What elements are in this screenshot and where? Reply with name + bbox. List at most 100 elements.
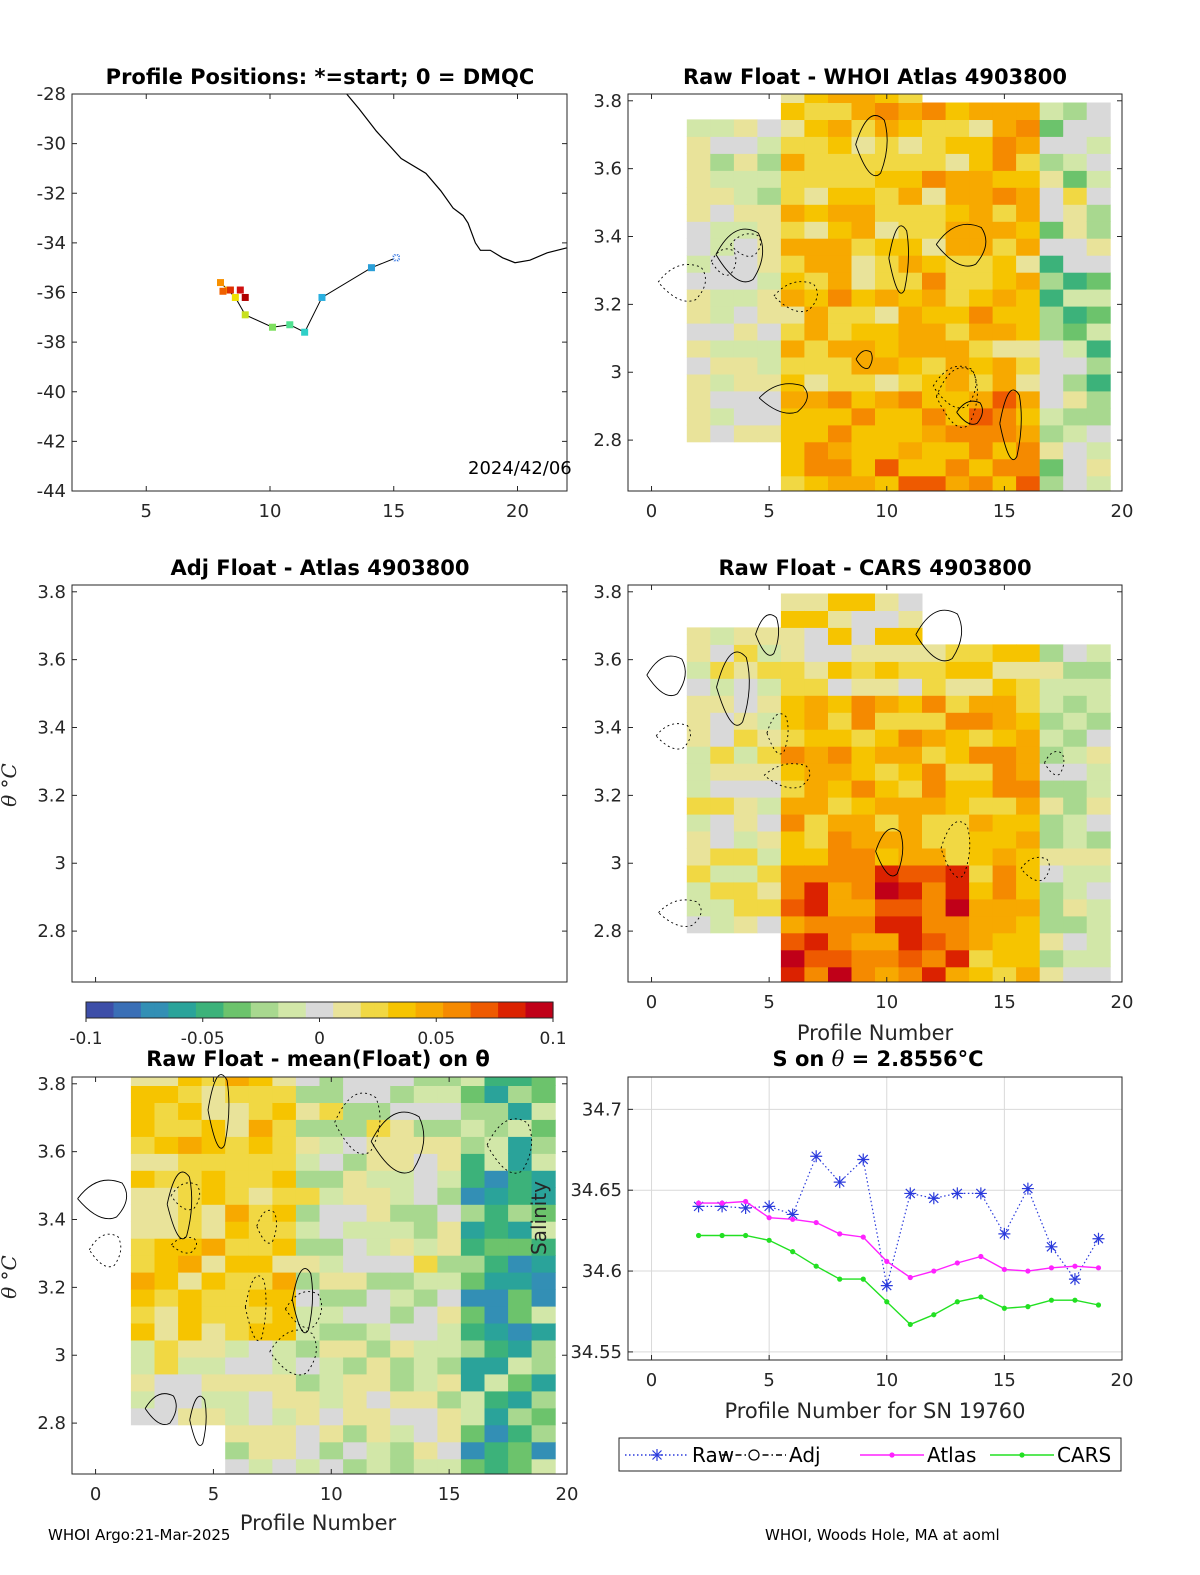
heatmap-cell [969,323,994,341]
heatmap-cell [757,170,782,188]
heatmap-cell [804,272,829,290]
heatmap-cell [531,1407,556,1426]
heatmap-cell [898,780,923,798]
heatmap-cell [992,763,1017,781]
heatmap-cell [945,712,970,730]
series-point-cars [1072,1297,1078,1303]
heatmap-cell [154,1373,179,1392]
heatmap-cell [992,695,1017,713]
heatmap-cell [248,1373,273,1392]
heatmap-cell [201,1306,226,1324]
heatmap-cell [922,441,946,460]
heatmap-cell [319,1390,344,1409]
colorbar-swatch [305,1002,321,1018]
salinity-xtick-label: 15 [993,1370,1016,1391]
profile-position-marker [301,328,309,336]
heatmap-cell [780,238,805,256]
heatmap-cell [319,1153,344,1171]
heatmap-cell [945,340,970,358]
heatmap-cell [130,1153,155,1171]
heatmap-cell [1016,204,1041,222]
heatmap-cell [945,814,970,832]
profile-position-marker [226,286,234,294]
heatmap-cell [851,746,876,764]
heatmap-cell [508,1119,533,1137]
heatmap-cell [295,1238,320,1256]
heatmap-cell [780,390,805,409]
heatmap-cell [508,1407,533,1426]
heatmap-cell [969,357,994,375]
heatmap-cell [508,1424,533,1443]
heatmap-cell [804,221,829,239]
heatmap-cell [390,1187,415,1205]
contour-line [1020,856,1050,882]
heatmap-cell [733,170,758,188]
heatmap-cell [875,695,899,713]
profile-position-marker [219,287,227,295]
heatmap-cell [686,238,711,256]
heatmap-cell [875,627,899,645]
heatmap-cell [319,1238,344,1256]
heatmap-cell [413,1424,438,1443]
raw-whoi-xtick-label: 0 [646,501,657,522]
contour-line [715,228,764,283]
heatmap-cell [1086,915,1111,934]
heatmap-cell [178,1323,203,1341]
heatmap-cell [1063,746,1088,764]
heatmap-cell [225,1441,250,1460]
raw-star-marker [857,1153,870,1166]
heatmap-cell [804,204,829,222]
heatmap-cell [154,1356,179,1375]
colorbar-tick-label: 0.1 [539,1029,566,1049]
raw-star-marker [810,1150,823,1163]
heatmap-cell [992,814,1017,832]
heatmap-cell [828,187,852,205]
heatmap-cell [248,1077,273,1086]
heatmap-cell [272,1255,297,1273]
heatmap-cell [178,1102,203,1120]
heatmap-cell [1063,966,1088,983]
raw-star-marker [880,1279,893,1292]
heatmap-cell [484,1077,509,1086]
heatmap-cell [992,729,1017,747]
heatmap-cell [804,373,829,392]
heatmap-cell [154,1289,179,1307]
heatmap-cell [531,1424,556,1443]
heatmap-cell [248,1458,273,1475]
heatmap-cell [686,187,711,205]
heatmap-cell [272,1340,297,1358]
heatmap-cell [898,712,923,730]
heatmap-cell [851,94,876,103]
heatmap-cell [804,610,829,628]
heatmap-cell [343,1136,368,1154]
heatmap-cell [898,593,923,611]
heatmap-cell [780,204,805,222]
heatmap-cell [898,729,923,747]
heatmap-cell [898,306,923,324]
heatmap-cell [922,187,946,205]
heatmap-cell [733,661,758,679]
heatmap-cell [154,1119,179,1137]
heatmap-cell [484,1102,509,1120]
heatmap-cell [225,1119,250,1137]
heatmap-cell [898,373,923,392]
heatmap-cell [1063,424,1088,443]
raw-star-marker [651,1449,663,1461]
heatmap-cell [1063,475,1088,492]
heatmap-cell [922,814,946,832]
colorbar-swatch [347,1002,362,1018]
heatmap-cell [1016,814,1041,832]
heatmap-cell [828,864,852,883]
heatmap-cell [1039,898,1064,917]
heatmap-cell [130,1221,155,1239]
heatmap-cell [945,898,970,917]
heatmap-cell [686,678,711,696]
contour-line [486,1118,533,1174]
heatmap-cell [945,424,970,443]
heatmap-cell [1039,475,1064,492]
heatmap-cell [686,780,711,798]
heatmap-cell [828,881,852,900]
heatmap-cell [508,1373,533,1392]
heatmap-cell [1039,221,1064,239]
heatmap-cell [531,1441,556,1460]
